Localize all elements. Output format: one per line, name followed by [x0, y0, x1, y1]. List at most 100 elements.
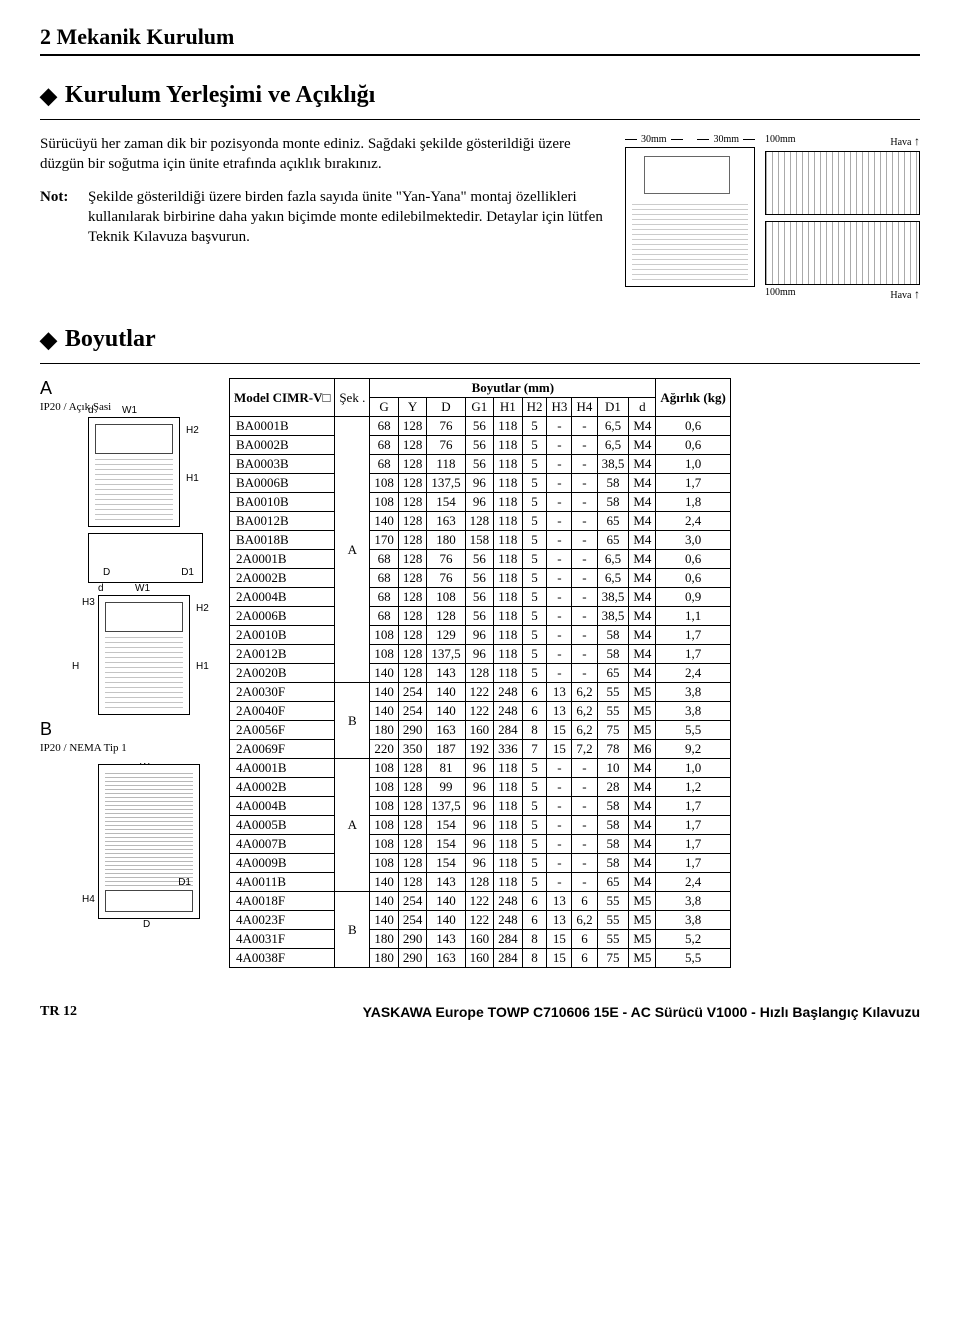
cell: 78: [597, 740, 629, 759]
cell: M4: [629, 493, 656, 512]
note-label: Not:: [40, 187, 80, 248]
table-row: BA0003B68128118561185--38,5M41,0: [230, 455, 731, 474]
cell: -: [572, 816, 597, 835]
cell: -: [572, 664, 597, 683]
th-h3: H3: [547, 398, 572, 417]
cell: 0,6: [656, 436, 730, 455]
cell: 290: [398, 949, 427, 968]
dimensions-table: Model CIMR-V□ Şek . Boyutlar (mm) Ağırlı…: [229, 378, 731, 968]
cell: 118: [494, 512, 523, 531]
dim-h1-b: H1: [196, 661, 209, 672]
cell: 68: [370, 436, 399, 455]
cell: 5: [522, 474, 547, 493]
cell: 350: [398, 740, 427, 759]
page-footer: TR 12 YASKAWA Europe TOWP C710606 15E - …: [40, 1004, 920, 1020]
cell: M5: [629, 721, 656, 740]
table-row: 2A0069F2203501871923367157,278M69,2: [230, 740, 731, 759]
cell: -: [572, 512, 597, 531]
drive-side-bottom-drawing: [765, 221, 920, 285]
cell: 192: [465, 740, 494, 759]
cell-model: 4A0023F: [230, 911, 335, 930]
table-row: BA0006B108128137,5961185--58M41,7: [230, 474, 731, 493]
cell: 56: [465, 455, 494, 474]
cell: 28: [597, 778, 629, 797]
cell: 129: [427, 626, 465, 645]
diagram-a-sublabel: IP20 / Açık Şasi: [40, 401, 111, 413]
cell: 55: [597, 911, 629, 930]
cell: 128: [398, 626, 427, 645]
cell: 96: [465, 797, 494, 816]
cell: 38,5: [597, 607, 629, 626]
cell: -: [547, 626, 572, 645]
cell: M4: [629, 835, 656, 854]
cell-model: BA0002B: [230, 436, 335, 455]
cell: 118: [494, 778, 523, 797]
cell: 68: [370, 569, 399, 588]
cell: -: [572, 797, 597, 816]
cell: 5,2: [656, 930, 730, 949]
cell: 140: [427, 911, 465, 930]
cell: -: [547, 550, 572, 569]
cell: 7,2: [572, 740, 597, 759]
note-text: Şekilde gösterildiği üzere birden fazla …: [88, 187, 605, 248]
cell: 180: [370, 930, 399, 949]
cell: 128: [398, 550, 427, 569]
cell: 13: [547, 683, 572, 702]
cell: 9,2: [656, 740, 730, 759]
cell: 118: [494, 873, 523, 892]
cell: 65: [597, 512, 629, 531]
cell: 55: [597, 892, 629, 911]
cell: M5: [629, 911, 656, 930]
cell: 1,8: [656, 493, 730, 512]
cell: M6: [629, 740, 656, 759]
cell: 0,6: [656, 569, 730, 588]
cell: 3,0: [656, 531, 730, 550]
cell: 13: [547, 892, 572, 911]
cell: -: [547, 474, 572, 493]
intro-paragraph: Sürücüyü her zaman dik bir pozisyonda mo…: [40, 134, 605, 175]
cell: 5: [522, 531, 547, 550]
cell: 96: [465, 778, 494, 797]
cell: 58: [597, 816, 629, 835]
cell: 65: [597, 531, 629, 550]
cell: 160: [465, 949, 494, 968]
cell: 137,5: [427, 474, 465, 493]
cell: -: [547, 531, 572, 550]
cell: M5: [629, 949, 656, 968]
cell: 128: [398, 664, 427, 683]
cell: 6: [522, 911, 547, 930]
cell-model: 4A0038F: [230, 949, 335, 968]
cell: 154: [427, 816, 465, 835]
cell: 143: [427, 664, 465, 683]
cell-model: 4A0018F: [230, 892, 335, 911]
cell: 128: [398, 835, 427, 854]
cell: 56: [465, 569, 494, 588]
cell: 108: [370, 645, 399, 664]
intro-row: Sürücüyü her zaman dik bir pozisyonda mo…: [40, 134, 920, 304]
cell: 140: [370, 702, 399, 721]
table-row: 4A0002B10812899961185--28M41,2: [230, 778, 731, 797]
cell: -: [572, 417, 597, 436]
divider: [40, 363, 920, 364]
cell: 118: [494, 835, 523, 854]
cell: 8: [522, 930, 547, 949]
cell: 118: [494, 607, 523, 626]
table-row: 2A0020B1401281431281185--65M42,4: [230, 664, 731, 683]
cell: 154: [427, 835, 465, 854]
cell: 140: [370, 683, 399, 702]
cell: 118: [494, 645, 523, 664]
cell: -: [572, 607, 597, 626]
cell: 15: [547, 721, 572, 740]
table-row: 4A0018FB140254140122248613655M53,8: [230, 892, 731, 911]
th-d: D: [427, 398, 465, 417]
cell: 65: [597, 873, 629, 892]
cell: 15: [547, 740, 572, 759]
cell-sek: B: [335, 892, 370, 968]
cell-model: BA0012B: [230, 512, 335, 531]
cell: 58: [597, 493, 629, 512]
cell-model: 2A0001B: [230, 550, 335, 569]
dim-w1: W1: [122, 405, 137, 416]
diamond-icon: ◆: [40, 329, 57, 351]
cell: M4: [629, 778, 656, 797]
dim-h2: H2: [186, 425, 199, 436]
